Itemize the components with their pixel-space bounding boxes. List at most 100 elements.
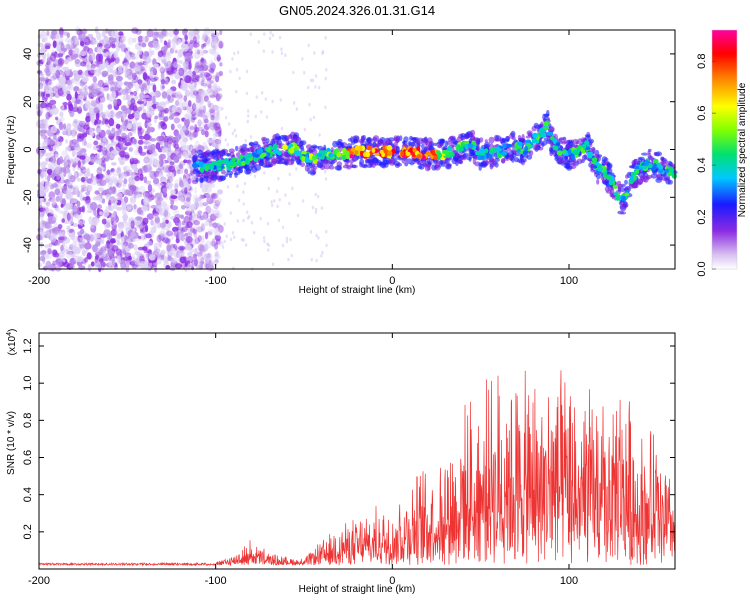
ridge-halo-blob bbox=[533, 122, 539, 129]
ridge-core-blob bbox=[443, 149, 449, 155]
noise-blob bbox=[178, 163, 182, 169]
noise-blob bbox=[38, 185, 45, 191]
ridge-halo-blob bbox=[510, 130, 516, 138]
noise-blob bbox=[176, 251, 180, 259]
noise-blob bbox=[188, 147, 196, 155]
noise-blob bbox=[40, 129, 48, 134]
noise-blob bbox=[41, 37, 46, 43]
noise-blob bbox=[123, 222, 131, 231]
noise-blob bbox=[260, 91, 264, 95]
noise-blob bbox=[132, 231, 139, 239]
noise-blob bbox=[206, 196, 214, 205]
noise-blob bbox=[143, 141, 148, 145]
noise-blob bbox=[214, 212, 223, 219]
noise-blob bbox=[82, 88, 86, 94]
noise-blob bbox=[66, 212, 71, 222]
noise-blob bbox=[72, 205, 79, 214]
noise-blob bbox=[146, 28, 154, 38]
noise-blob bbox=[55, 206, 60, 212]
noise-blob bbox=[45, 229, 50, 238]
noise-blob bbox=[180, 195, 184, 203]
noise-blob bbox=[69, 232, 75, 240]
ridge-halo-blob bbox=[271, 138, 276, 146]
noise-blob bbox=[66, 182, 74, 186]
noise-blob bbox=[77, 69, 83, 76]
ridge-halo-blob bbox=[489, 164, 494, 170]
noise-blob bbox=[104, 119, 109, 125]
noise-blob bbox=[105, 28, 109, 34]
noise-blob bbox=[66, 93, 72, 101]
noise-blob bbox=[211, 228, 219, 233]
noise-blob bbox=[85, 157, 92, 163]
noise-blob bbox=[106, 93, 110, 101]
ridge-halo-blob bbox=[501, 137, 506, 143]
ridge-core-blob bbox=[624, 192, 630, 197]
noise-blob bbox=[78, 33, 83, 41]
ridge-halo-blob bbox=[347, 137, 353, 142]
noise-blob bbox=[290, 253, 293, 258]
noise-blob bbox=[131, 260, 137, 267]
ridge-halo-blob bbox=[312, 145, 320, 149]
noise-blob bbox=[88, 106, 94, 115]
noise-blob bbox=[131, 123, 137, 132]
noise-blob bbox=[200, 57, 205, 63]
ridge-halo-blob bbox=[308, 149, 313, 153]
ridge-core-blob bbox=[341, 154, 347, 161]
noise-blob bbox=[207, 121, 212, 128]
noise-blob bbox=[169, 265, 176, 271]
top-x-ticks: -200 -100 0 100 bbox=[28, 30, 578, 287]
noise-blob bbox=[67, 157, 74, 164]
ridge-core-blob bbox=[557, 147, 562, 152]
noise-blob bbox=[66, 32, 71, 39]
noise-blob bbox=[62, 85, 69, 94]
noise-blob bbox=[139, 223, 144, 231]
noise-blob bbox=[60, 244, 64, 252]
ridge-halo-blob bbox=[640, 158, 646, 163]
noise-blob bbox=[174, 49, 178, 54]
noise-blob bbox=[84, 90, 89, 96]
noise-blob bbox=[50, 125, 58, 134]
noise-blob bbox=[199, 198, 204, 207]
noise-blob bbox=[40, 102, 47, 109]
noise-blob bbox=[113, 98, 118, 107]
noise-blob bbox=[161, 28, 167, 37]
noise-blob bbox=[178, 67, 185, 77]
noise-blob bbox=[140, 260, 146, 265]
bottom-y-tick-label: 0.4 bbox=[22, 487, 34, 502]
ridge-core-blob bbox=[256, 149, 261, 155]
noise-blob bbox=[137, 127, 144, 135]
ridge-halo-blob bbox=[655, 151, 662, 157]
noise-blob bbox=[121, 113, 127, 121]
noise-blob bbox=[180, 132, 186, 139]
noise-blob bbox=[181, 37, 186, 46]
noise-blob bbox=[153, 170, 160, 178]
noise-blob bbox=[95, 90, 102, 96]
noise-blob bbox=[193, 247, 198, 253]
noise-blob bbox=[84, 199, 92, 206]
noise-blob bbox=[303, 127, 307, 132]
noise-blob bbox=[165, 238, 171, 245]
noise-blob bbox=[107, 103, 113, 109]
noise-blob bbox=[55, 116, 59, 121]
noise-blob bbox=[128, 234, 133, 240]
noise-blob bbox=[163, 209, 169, 218]
noise-blob bbox=[137, 45, 142, 51]
noise-blob bbox=[265, 115, 269, 119]
top-y-tick-label: 20 bbox=[22, 96, 34, 108]
noise-blob bbox=[81, 28, 88, 35]
noise-blob bbox=[189, 248, 194, 253]
ridge-core-blob bbox=[475, 151, 480, 156]
noise-blob bbox=[66, 79, 73, 86]
noise-blob bbox=[42, 221, 49, 225]
spectral-ridge bbox=[192, 109, 678, 215]
noise-blob bbox=[46, 30, 50, 37]
noise-blob bbox=[209, 115, 217, 124]
ridge-halo-blob bbox=[444, 158, 450, 165]
ridge-halo-blob bbox=[624, 186, 630, 191]
noise-blob bbox=[176, 38, 182, 45]
ridge-halo-blob bbox=[342, 164, 350, 169]
noise-blob bbox=[207, 252, 212, 260]
noise-blob bbox=[69, 141, 76, 150]
noise-blob bbox=[307, 85, 310, 90]
